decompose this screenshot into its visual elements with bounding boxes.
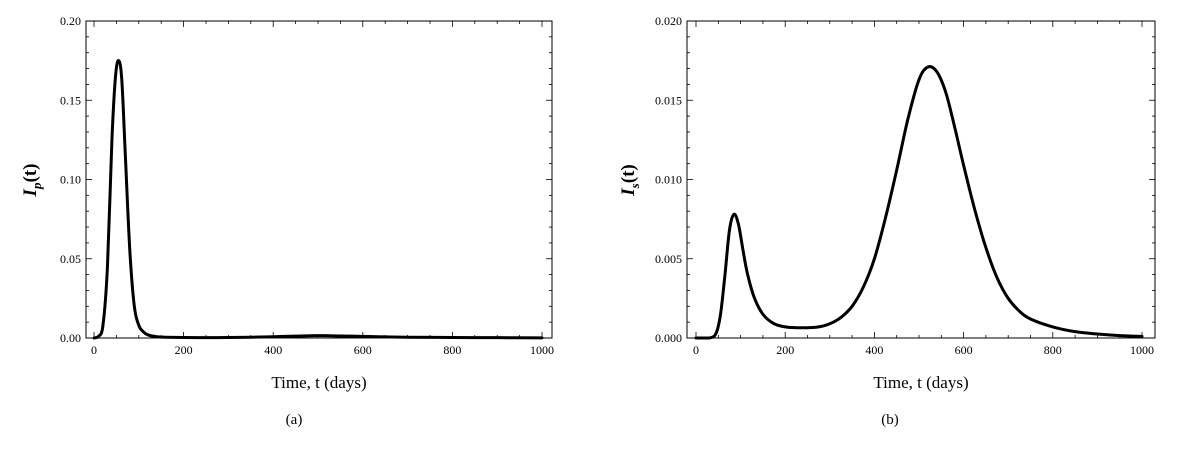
x-tick-label: 800 bbox=[1044, 343, 1062, 357]
plot-frame bbox=[686, 20, 1156, 339]
x-axis-title: Time, t (days) bbox=[271, 373, 366, 392]
x-tick-label: 200 bbox=[175, 343, 193, 357]
y-tick-label: 0.020 bbox=[655, 14, 682, 28]
y-tick-labels: 0.000 0.005 0.010 0.015 0.020 bbox=[655, 14, 682, 345]
y-axis-title-suffix: (t) bbox=[20, 164, 41, 183]
y-tick-label: 0.000 bbox=[655, 331, 682, 345]
y-axis-title-sub: s bbox=[627, 183, 642, 189]
series-line bbox=[92, 59, 544, 340]
panel-caption: (b) bbox=[881, 412, 899, 428]
y-axis-title: Ip(t) bbox=[20, 164, 44, 198]
y-tick-label: 0.20 bbox=[60, 14, 81, 28]
x-tick-label: 600 bbox=[955, 343, 973, 357]
y-tick-label: 0.15 bbox=[60, 93, 81, 107]
y-tick-labels: 0.00 0.05 0.10 0.15 0.20 bbox=[60, 14, 81, 345]
tick-marks bbox=[687, 20, 1155, 339]
tick-marks bbox=[86, 20, 552, 339]
x-tick-label: 200 bbox=[776, 343, 794, 357]
x-tick-label: 1000 bbox=[530, 343, 554, 357]
y-axis-title-suffix: (t) bbox=[618, 164, 639, 183]
y-axis-title-main: I bbox=[20, 188, 41, 197]
y-axis-title: Is(t) bbox=[618, 164, 642, 196]
x-tick-label: 400 bbox=[865, 343, 883, 357]
x-tick-label: 0 bbox=[693, 343, 699, 357]
x-tick-label: 800 bbox=[443, 343, 461, 357]
y-tick-label: 0.00 bbox=[60, 331, 81, 345]
x-tick-label: 400 bbox=[264, 343, 282, 357]
x-tick-labels: 0 200 400 600 800 1000 bbox=[693, 343, 1154, 357]
x-tick-label: 0 bbox=[91, 343, 97, 357]
y-tick-label: 0.015 bbox=[655, 93, 682, 107]
panel-b: 0 200 400 600 800 1000 0.0000.0050.0100.0150.… bbox=[618, 14, 1156, 428]
series-line bbox=[694, 65, 1144, 340]
y-axis-title-sub: p bbox=[29, 182, 44, 190]
panel-a: 0 200 400 600 800 1000 0.00 0.05 0.10 0.15 0.20 T… bbox=[20, 14, 554, 428]
plot-frame bbox=[85, 20, 553, 339]
x-tick-label: 1000 bbox=[1130, 343, 1154, 357]
y-tick-label: 0.005 bbox=[655, 252, 682, 266]
panel-caption: (a) bbox=[286, 412, 303, 428]
y-tick-label: 0.05 bbox=[60, 252, 81, 266]
x-tick-label: 600 bbox=[354, 343, 372, 357]
y-tick-label: 0.10 bbox=[60, 173, 81, 187]
y-axis-title-main: I bbox=[618, 188, 639, 197]
x-tick-labels: 0 200 400 600 800 1000 bbox=[91, 343, 554, 357]
x-axis-title: Time, t (days) bbox=[873, 373, 968, 392]
y-tick-label: 0.010 bbox=[655, 173, 682, 187]
